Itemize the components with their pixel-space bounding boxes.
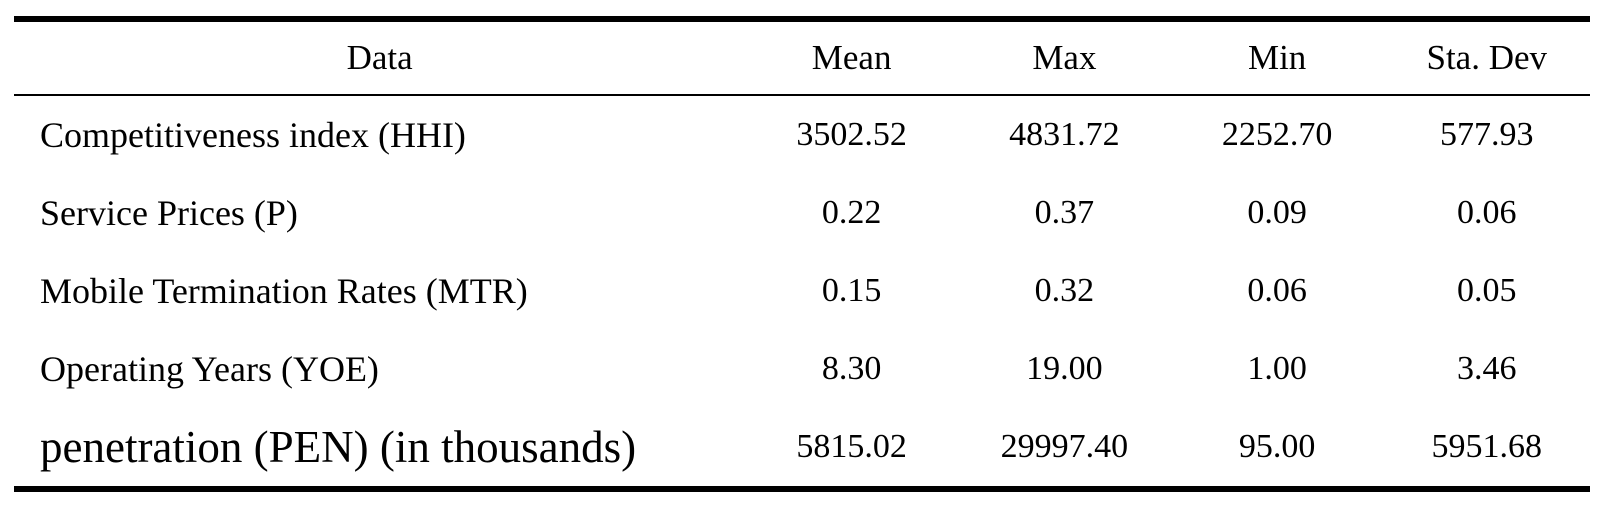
cell-yoe-mean: 8.30: [821, 350, 882, 387]
cell-p-max: 0.37: [1034, 194, 1095, 231]
cell-p-sta-dev: 0.06: [1457, 194, 1517, 231]
table-body: Competitiveness index (HHI) 3502.52 4831…: [14, 95, 1590, 489]
cell-pen-min: 95.00: [1238, 428, 1316, 465]
cell-hhi-max: 4831.72: [1009, 116, 1120, 153]
row-label-p: Service Prices (P): [40, 193, 298, 233]
cell-mtr-max: 0.32: [1034, 272, 1095, 309]
row-label-hhi: Competitiveness index (HHI): [40, 115, 466, 155]
column-header-data: Data: [346, 38, 413, 77]
cell-yoe-min: 1.00: [1247, 350, 1307, 387]
row-label-yoe: Operating Years (YOE): [40, 349, 379, 389]
cell-mtr-sta-dev: 0.05: [1457, 272, 1517, 309]
table-row: Operating Years (YOE) 8.30 19.00 1.00 3.…: [14, 330, 1590, 408]
cell-pen-mean: 5815.02: [796, 428, 907, 465]
header-row: Data Mean Max Min Sta. Dev: [14, 19, 1590, 95]
cell-yoe-max: 19.00: [1026, 350, 1103, 387]
descriptive-statistics-table: Data Mean Max Min Sta. Dev Competitivene…: [14, 16, 1590, 492]
cell-mtr-mean: 0.15: [821, 272, 882, 309]
cell-yoe-sta-dev: 3.46: [1457, 350, 1517, 387]
column-header-mean: Mean: [811, 38, 892, 77]
cell-mtr-min: 0.06: [1247, 272, 1307, 309]
table-row: Competitiveness index (HHI) 3502.52 4831…: [14, 95, 1590, 174]
cell-hhi-sta-dev: 577.93: [1440, 116, 1534, 153]
cell-p-mean: 0.22: [821, 194, 882, 231]
table-row: Service Prices (P) 0.22 0.37 0.09 0.06: [14, 174, 1590, 252]
cell-hhi-min: 2252.70: [1221, 116, 1333, 153]
row-label-mtr: Mobile Termination Rates (MTR): [40, 271, 528, 311]
cell-p-min: 0.09: [1247, 194, 1307, 231]
cell-pen-max: 29997.40: [1000, 428, 1129, 465]
table-row: Mobile Termination Rates (MTR) 0.15 0.32…: [14, 252, 1590, 330]
column-header-sta-dev: Sta. Dev: [1426, 38, 1548, 77]
cell-pen-sta-dev: 5951.68: [1431, 428, 1543, 465]
table-header: Data Mean Max Min Sta. Dev: [14, 19, 1590, 95]
column-header-max: Max: [1032, 38, 1097, 77]
row-label-pen: penetration (PEN) (in thousands): [40, 422, 637, 472]
table-row: penetration (PEN) (in thousands) 5815.02…: [14, 408, 1590, 489]
column-header-min: Min: [1247, 38, 1307, 77]
cell-hhi-mean: 3502.52: [796, 116, 907, 153]
